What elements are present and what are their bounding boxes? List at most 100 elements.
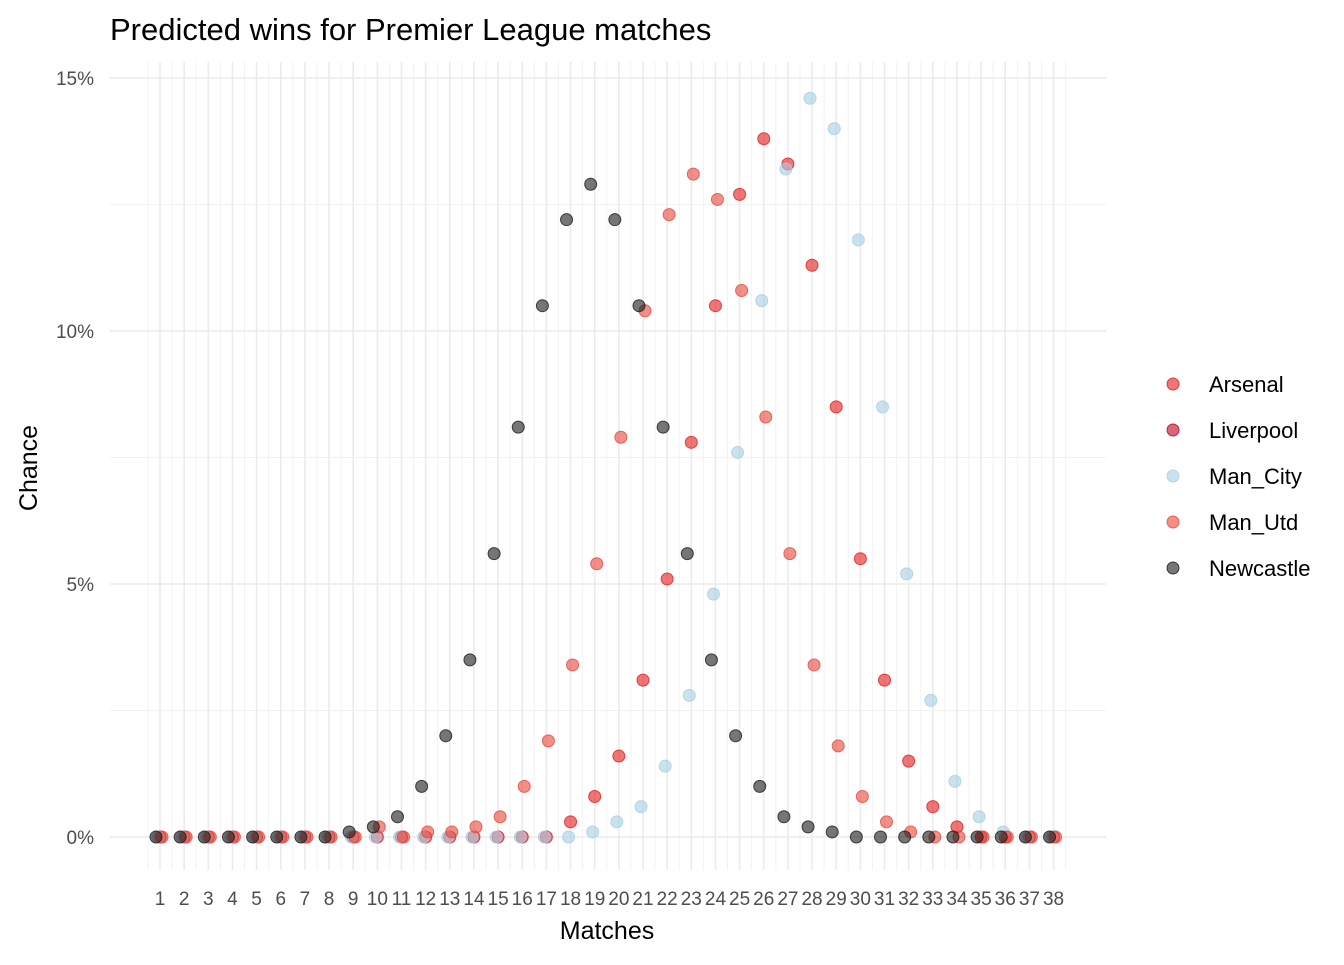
data-point — [584, 177, 598, 191]
x-tick-label: 22 — [657, 889, 678, 910]
legend-label: Liverpool — [1209, 418, 1298, 443]
x-tick-label: 33 — [922, 889, 943, 910]
data-point — [634, 800, 648, 814]
y-tick-label: 10% — [56, 322, 94, 343]
data-point — [342, 825, 356, 839]
x-tick-label: 5 — [251, 889, 262, 910]
x-tick-label: 35 — [971, 889, 992, 910]
data-point — [366, 820, 380, 834]
x-tick-label: 3 — [203, 889, 214, 910]
data-point — [662, 208, 676, 222]
data-point — [560, 213, 574, 227]
data-point — [614, 430, 628, 444]
data-point — [849, 830, 863, 844]
data-point — [511, 420, 525, 434]
data-point — [880, 815, 893, 829]
legend-key — [1166, 423, 1180, 437]
data-point — [827, 122, 841, 136]
data-point — [658, 759, 672, 773]
axis-layer: 0%5%10%15%1 2 3 4 5 6 7 8 9 10 11 12 13 14 15 16 17 18 19 2… — [56, 69, 1064, 910]
x-tick-label: 17 — [536, 889, 557, 910]
data-point — [759, 410, 773, 424]
data-point — [855, 790, 869, 804]
series-man_utd — [155, 167, 1063, 844]
data-point — [735, 284, 749, 298]
data-point — [541, 734, 555, 748]
data-point — [1043, 830, 1057, 844]
x-tick-label: 12 — [415, 889, 436, 910]
y-tick-label: 5% — [67, 575, 95, 596]
data-point — [684, 435, 698, 449]
legend: Arsenal Liverpool Man_City Man_Utd Newcastle — [1166, 372, 1310, 581]
chart-title: Predicted wins for Premier League matche… — [110, 12, 711, 47]
data-point — [878, 673, 891, 687]
data-point — [149, 830, 163, 844]
data-point — [535, 299, 549, 313]
data-point — [173, 830, 187, 844]
data-point — [900, 567, 914, 581]
x-tick-label: 30 — [850, 889, 871, 910]
x-tick-label: 7 — [300, 889, 311, 910]
data-point — [537, 830, 551, 844]
data-point — [632, 299, 646, 313]
data-point — [564, 815, 578, 829]
data-point — [463, 653, 477, 667]
legend-item-arsenal: Arsenal — [1166, 372, 1284, 397]
data-point — [948, 774, 962, 788]
data-point — [801, 820, 815, 834]
data-point — [270, 830, 284, 844]
data-point — [566, 658, 580, 672]
x-tick-label: 36 — [995, 889, 1016, 910]
data-point — [513, 830, 527, 844]
legend-item-man_utd: Man_Utd — [1166, 510, 1298, 535]
data-point — [729, 729, 743, 743]
data-point — [246, 830, 260, 844]
data-point — [391, 810, 404, 824]
data-point — [588, 790, 602, 804]
data-point — [783, 547, 797, 561]
data-point — [831, 739, 845, 753]
data-point — [397, 830, 410, 844]
data-point — [805, 258, 819, 272]
x-tick-label: 24 — [705, 889, 727, 910]
data-point — [704, 653, 718, 667]
legend-key — [1166, 561, 1180, 575]
data-point — [972, 810, 986, 824]
legend-label: Newcastle — [1209, 556, 1310, 581]
data-point — [924, 693, 938, 707]
x-tick-label: 26 — [753, 889, 774, 910]
x-tick-label: 31 — [874, 889, 895, 910]
data-point — [489, 830, 503, 844]
x-tick-label: 2 — [179, 889, 190, 910]
data-point — [221, 830, 235, 844]
data-point — [562, 830, 576, 844]
x-tick-label: 10 — [367, 889, 388, 910]
data-point — [608, 213, 622, 227]
y-tick-label: 15% — [56, 69, 94, 90]
legend-item-liverpool: Liverpool — [1166, 418, 1298, 443]
data-point — [777, 810, 791, 824]
data-point — [493, 810, 507, 824]
x-tick-label: 15 — [488, 889, 509, 910]
x-tick-label: 23 — [681, 889, 702, 910]
data-point — [1018, 830, 1032, 844]
data-point — [757, 132, 771, 146]
x-tick-label: 1 — [155, 889, 166, 910]
x-tick-label: 4 — [227, 889, 238, 910]
legend-label: Man_City — [1209, 464, 1302, 489]
x-tick-label: 34 — [946, 889, 968, 910]
data-point — [590, 557, 604, 571]
data-point — [853, 552, 867, 566]
x-tick-label: 8 — [324, 889, 335, 910]
data-point — [660, 572, 674, 586]
y-axis-title: Chance — [15, 425, 43, 511]
legend-label: Arsenal — [1209, 372, 1284, 397]
data-point — [421, 825, 435, 839]
data-point — [294, 830, 308, 844]
data-point — [753, 779, 767, 793]
data-point — [807, 658, 821, 672]
x-tick-label: 13 — [439, 889, 460, 910]
data-point — [829, 400, 843, 414]
